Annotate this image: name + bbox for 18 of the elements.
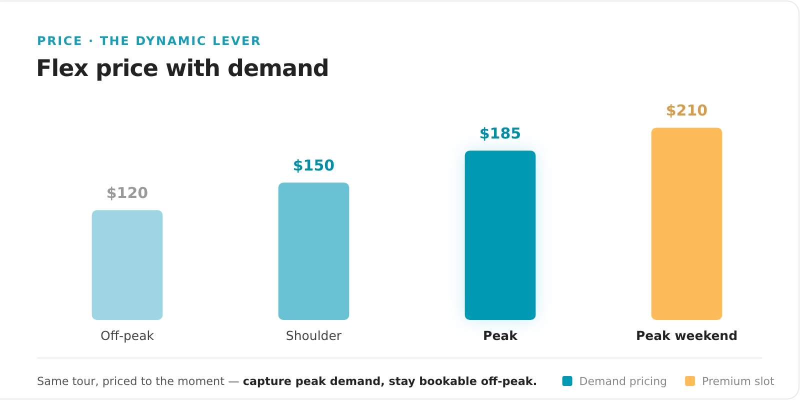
legend-label: Premium slot bbox=[702, 375, 775, 388]
text: capture peak demand, stay bookable off-peak. bbox=[242, 375, 538, 388]
x-tick-label: Peak bbox=[483, 328, 518, 343]
x-tick-label: Shoulder bbox=[286, 328, 342, 343]
data-label: $210 bbox=[666, 102, 708, 120]
x-tick-label: Peak weekend bbox=[636, 328, 738, 343]
bar bbox=[651, 128, 722, 320]
chart-title: Flex price with demand bbox=[36, 56, 329, 82]
data-label: $185 bbox=[479, 124, 522, 143]
x-tick-label: Off-peak bbox=[100, 328, 155, 343]
legend-label: Demand pricing bbox=[579, 375, 668, 388]
bar bbox=[92, 210, 163, 320]
data-label: $120 bbox=[106, 184, 148, 202]
text: Same tour, priced to the moment — bbox=[37, 375, 243, 388]
bar bbox=[464, 150, 536, 320]
bar bbox=[278, 182, 350, 320]
data-label: $150 bbox=[292, 156, 335, 175]
chart-subtitle: PRICE · THE DYNAMIC LEVER bbox=[37, 34, 262, 48]
